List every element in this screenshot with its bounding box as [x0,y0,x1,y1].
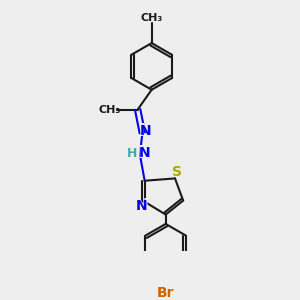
Text: N: N [137,144,151,162]
Text: Br: Br [155,284,176,300]
Text: H: H [127,147,137,160]
Text: N: N [136,199,147,213]
Text: S: S [171,163,183,181]
Text: CH₃: CH₃ [99,105,121,115]
Text: CH₃: CH₃ [140,13,163,23]
Text: N: N [140,124,152,138]
Text: N: N [139,122,153,140]
Text: Br: Br [157,286,174,300]
Text: N: N [134,197,148,215]
Text: S: S [172,165,182,179]
Text: N: N [138,146,150,161]
